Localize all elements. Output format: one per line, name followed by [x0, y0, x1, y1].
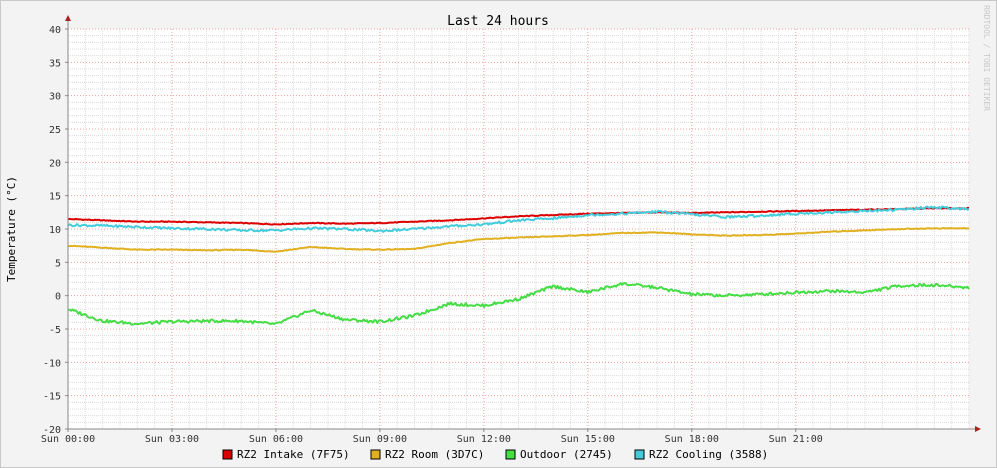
legend-entry: RZ2 Cooling (3588) — [649, 448, 768, 461]
y-tick-label: 10 — [49, 225, 61, 236]
x-tick-label: Sun 18:00 — [665, 434, 719, 445]
y-tick-label: -10 — [43, 358, 61, 369]
y-axis-label: Temperature (°C) — [5, 176, 18, 282]
series-line — [67, 206, 970, 226]
x-tick-label: Sun 06:00 — [249, 434, 303, 445]
y-tick-label: -5 — [49, 325, 61, 336]
series-line — [67, 282, 970, 326]
series-layer — [67, 205, 970, 326]
y-tick-label: 40 — [49, 25, 61, 36]
y-tick-label: -15 — [43, 392, 61, 403]
legend-swatch — [634, 449, 645, 460]
y-tick-label: 0 — [55, 292, 61, 303]
major-grid — [67, 28, 969, 430]
series-line — [67, 205, 970, 233]
legend-swatch — [370, 449, 381, 460]
y-tick-label: 30 — [49, 92, 61, 103]
x-tick-label: Sun 15:00 — [561, 434, 615, 445]
y-tick-label: 25 — [49, 125, 61, 136]
legend-entry: RZ2 Intake (7F75) — [237, 448, 350, 461]
x-axis-arrow — [975, 426, 981, 432]
legend-entry: RZ2 Room (3D7C) — [385, 448, 484, 461]
series-line — [67, 227, 970, 253]
legend-swatch — [505, 449, 516, 460]
y-tick-label: 20 — [49, 158, 61, 169]
y-tick-label: -20 — [43, 425, 61, 436]
axes — [65, 15, 981, 432]
y-tick-label: 35 — [49, 58, 61, 69]
legend-swatch — [222, 449, 233, 460]
x-tick-label: Sun 00:00 — [41, 434, 95, 445]
x-tick-label: Sun 09:00 — [353, 434, 407, 445]
legend: RZ2 Intake (7F75) RZ2 Room (3D7C) Outdoor … — [222, 448, 768, 461]
y-tick-label: 15 — [49, 192, 61, 203]
chart-title: Last 24 hours — [447, 14, 549, 29]
x-tick-label: Sun 21:00 — [769, 434, 823, 445]
y-axis-arrow — [65, 15, 71, 21]
legend-entry: Outdoor (2745) — [520, 448, 613, 461]
watermark: RRDTOOL / TOBI OETIKER — [982, 5, 991, 111]
y-tick-label: 5 — [55, 258, 61, 269]
x-tick-label: Sun 12:00 — [457, 434, 511, 445]
x-tick-label: Sun 03:00 — [145, 434, 199, 445]
